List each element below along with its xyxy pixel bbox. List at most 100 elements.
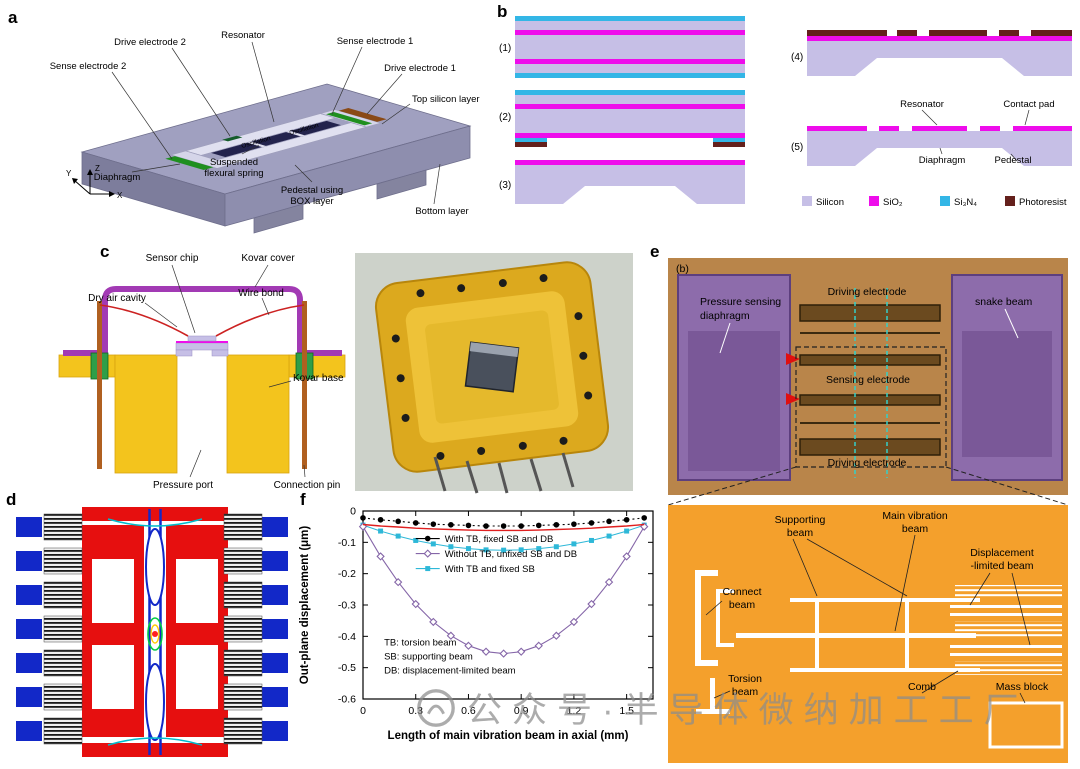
label-connection-pin: Connection pin: [274, 480, 341, 491]
label-pressure-port: Pressure port: [153, 480, 213, 491]
label-suspended-2: flexural spring: [204, 168, 263, 179]
label-snake-beam: snake beam: [975, 296, 1032, 308]
panel-c-package: Sensor chip Kovar cover Dry air cavity W…: [58, 253, 633, 494]
label-sense-electrode-1: Sense electrode 1: [337, 36, 414, 47]
axis-x-label: X: [117, 191, 123, 200]
leader-lines: [111, 41, 441, 205]
label-displacement-1: Displacement: [970, 547, 1034, 559]
svg-text:Out-plane displacement (μm): Out-plane displacement (μm): [299, 526, 311, 685]
step5-labels: Resonator Contact pad Diaphragm Pedestal: [900, 99, 1055, 166]
svg-text:Without TB, unfixed SB and DB: Without TB, unfixed SB and DB: [445, 549, 577, 560]
zoom-leaders: [705, 534, 1031, 704]
label-supporting-2: beam: [787, 527, 814, 539]
step-1: (1): [499, 43, 511, 54]
svg-text:-0.6: -0.6: [338, 694, 356, 706]
panel-a-3d-schematic: Drive electrode 2 Resonator Sense electr…: [50, 30, 480, 234]
wire-bond-right: [215, 304, 305, 337]
mass-block-shape: [988, 701, 1064, 749]
label-connect-1: Connect: [722, 586, 761, 598]
red-arrow-2: [786, 393, 800, 405]
label-suspended-1: Suspended: [210, 157, 258, 168]
red-arrow-1: [786, 353, 800, 365]
pin-heads: [391, 274, 593, 460]
label-pedestal-2: BOX layer: [290, 196, 333, 207]
svg-text:With TB and fixed SB: With TB and fixed SB: [445, 564, 535, 575]
micrograph-top: (b) Pressure sensing diaphragm Driving e…: [667, 258, 1069, 506]
legend-label-silicon: Silicon: [816, 197, 844, 208]
kovar-cover-shape: [63, 286, 342, 356]
svg-text:0.6: 0.6: [461, 705, 476, 717]
process-step-5: [807, 126, 1072, 166]
zoom-labels: Supporting beam Main vibration beam Disp…: [722, 510, 1049, 698]
label-torsion-2: beam: [732, 686, 759, 698]
label-driving-electrode-bottom: Driving electrode: [828, 457, 907, 469]
label-comb: Comb: [908, 681, 936, 693]
panel-e-micrograph: (b) Pressure sensing diaphragm Driving e…: [667, 258, 1069, 763]
zoom-schematic-bottom: Supporting beam Main vibration beam Disp…: [668, 505, 1068, 763]
step-3: (3): [499, 180, 511, 191]
svg-text:TB: torsion beam: TB: torsion beam: [384, 638, 456, 649]
label-driving-electrode-top: Driving electrode: [828, 286, 907, 298]
label-dry-air-cavity: Dry air cavity: [88, 293, 146, 304]
die-on-package: [464, 341, 520, 393]
step-numbers: (1) (2) (3) (4) (5): [499, 43, 803, 191]
label-sensing-electrode: Sensing electrode: [826, 374, 910, 386]
legend-swatch-silicon: [802, 196, 812, 206]
svg-text:DB: displacement-limited beam: DB: displacement-limited beam: [384, 666, 516, 677]
process-step-1: [515, 16, 745, 78]
center-electrodes: [799, 304, 941, 456]
connection-pin-right: [302, 301, 307, 469]
process-step-3: [515, 160, 745, 204]
label-pedestal-1: Pedestal using: [281, 185, 343, 196]
drive-electrode-1-shape: [338, 108, 387, 122]
package-photo: [355, 253, 633, 494]
label-contact-pad: Contact pad: [1003, 99, 1054, 110]
label-kovar-base: Kovar base: [293, 373, 344, 384]
svg-text:Length of main vibration beam: Length of main vibration beam in axial (…: [388, 730, 629, 742]
panel-a-labels: Drive electrode 2 Resonator Sense electr…: [50, 30, 480, 217]
process-step-2: [515, 90, 745, 147]
resonator-structure: [165, 108, 387, 170]
label-wire-bond: Wire bond: [238, 288, 284, 299]
panel-letter-f: f: [300, 490, 306, 509]
center-beams-mode-shape: [107, 509, 203, 755]
legend-swatch-sio2: [869, 196, 879, 206]
legend-swatch-si3n4: [940, 196, 950, 206]
panel-letter-b: b: [497, 2, 508, 21]
fem-structure: [16, 507, 288, 757]
label-connect-2: beam: [729, 599, 756, 611]
connection-pin-left: [97, 301, 102, 469]
step-4: (4): [791, 52, 803, 63]
svg-text:1.2: 1.2: [567, 705, 582, 717]
package-cross-section: [58, 286, 346, 474]
svg-text:0: 0: [360, 705, 366, 717]
zoom-region-box: [795, 346, 947, 468]
label-torsion-1: Torsion: [728, 673, 762, 685]
label-sense-electrode-2: Sense electrode 2: [50, 61, 127, 72]
legend-label-photoresist: Photoresist: [1019, 197, 1067, 208]
svg-text:-0.5: -0.5: [338, 662, 356, 674]
label-pedestal-b: Pedestal: [995, 155, 1032, 166]
label-sensor-chip: Sensor chip: [146, 253, 199, 264]
axis-z-label: Z: [95, 164, 100, 173]
axes-labels: Y Z X: [66, 164, 123, 200]
svg-text:0.3: 0.3: [408, 705, 423, 717]
panel-letter-e: e: [650, 242, 660, 261]
label-main-vibration-2: beam: [902, 523, 929, 535]
label-supporting-1: Supporting: [775, 514, 826, 526]
svg-text:With TB, fixed SB and DB: With TB, fixed SB and DB: [445, 534, 554, 545]
svg-text:SB: supporting beam: SB: supporting beam: [384, 652, 473, 663]
panel-letter-c: c: [100, 242, 110, 261]
label-pressure-sensing-2: diaphragm: [700, 310, 750, 322]
step-5: (5): [791, 142, 803, 153]
panel-letter-d: d: [6, 490, 17, 509]
panel-letter-a: a: [8, 8, 18, 27]
panel-b-process-flow: (1) (2) (3) (4) (5): [499, 16, 1072, 208]
package-pins: [433, 452, 575, 494]
label-kovar-cover: Kovar cover: [241, 253, 295, 264]
svg-text:-0.4: -0.4: [338, 631, 356, 643]
label-drive-electrode-1: Drive electrode 1: [384, 63, 456, 74]
svg-text:0.9: 0.9: [514, 705, 529, 717]
svg-text:-0.3: -0.3: [338, 600, 356, 612]
axis-y-label: Y: [66, 169, 72, 178]
